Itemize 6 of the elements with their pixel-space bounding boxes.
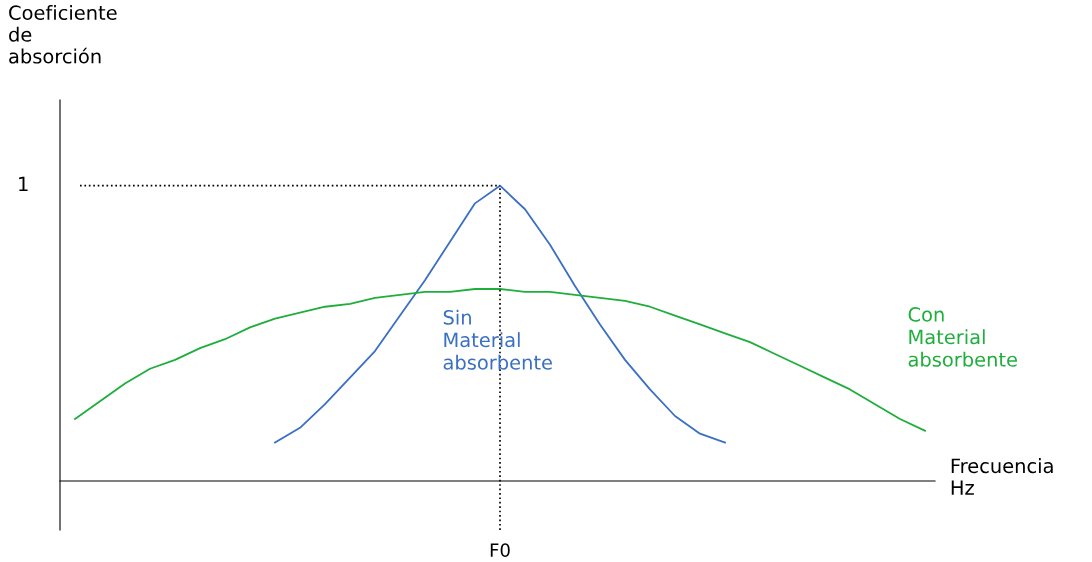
ref-line-label: 1 [19, 176, 28, 192]
text: Coeficiente de absorción [9, 5, 117, 64]
series-label: Sin Material absorbente [443, 309, 552, 370]
text: Con Material absorbente [908, 307, 1017, 367]
text: F0 [490, 543, 510, 557]
x-axis-title: Frecuencia Hz [951, 458, 1053, 495]
